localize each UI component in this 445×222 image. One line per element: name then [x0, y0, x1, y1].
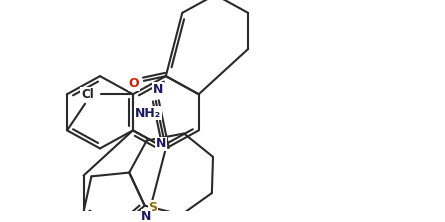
Text: N: N — [153, 83, 163, 96]
Text: NH₂: NH₂ — [135, 107, 161, 120]
Text: N: N — [141, 210, 152, 222]
Text: Cl: Cl — [81, 88, 93, 101]
Text: N: N — [156, 137, 166, 150]
Text: Cl: Cl — [81, 88, 94, 101]
Text: O: O — [129, 77, 139, 90]
Text: S: S — [148, 201, 157, 214]
